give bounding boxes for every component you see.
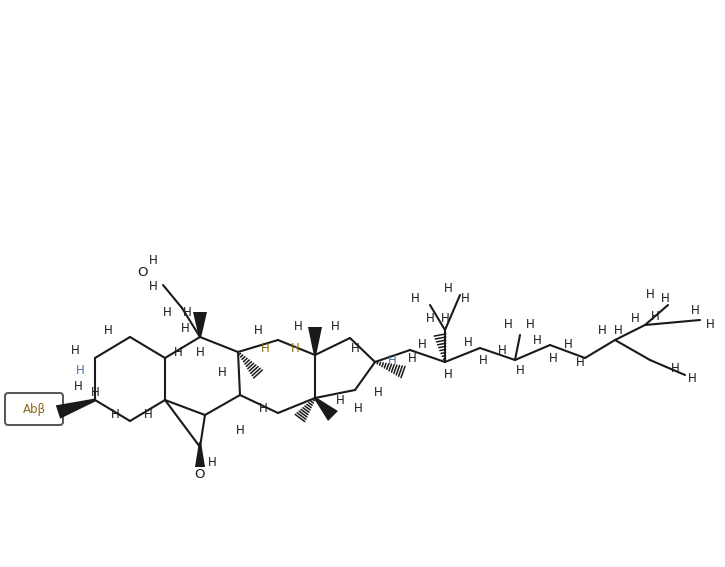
Text: H: H xyxy=(407,352,416,365)
Text: O: O xyxy=(138,266,148,280)
Text: H: H xyxy=(388,353,397,366)
Text: H: H xyxy=(576,356,584,369)
Text: H: H xyxy=(687,371,697,384)
Text: H: H xyxy=(410,291,419,304)
FancyBboxPatch shape xyxy=(5,393,63,425)
Text: H: H xyxy=(207,455,216,468)
Text: H: H xyxy=(351,341,360,354)
Text: H: H xyxy=(173,345,183,358)
Text: H: H xyxy=(331,320,339,333)
Polygon shape xyxy=(314,397,338,421)
Text: H: H xyxy=(563,338,572,352)
Text: H: H xyxy=(336,393,344,407)
Text: H: H xyxy=(460,291,469,304)
Text: H: H xyxy=(646,289,655,302)
Text: H: H xyxy=(75,363,84,376)
Text: H: H xyxy=(183,307,191,319)
Text: H: H xyxy=(196,345,204,358)
Text: H: H xyxy=(259,401,268,414)
Text: H: H xyxy=(218,366,226,379)
Text: H: H xyxy=(418,337,426,350)
Text: H: H xyxy=(444,281,452,294)
Text: H: H xyxy=(70,344,79,357)
Text: H: H xyxy=(373,386,382,399)
Text: H: H xyxy=(631,311,639,324)
Text: H: H xyxy=(91,386,99,399)
Text: H: H xyxy=(691,303,700,316)
Text: H: H xyxy=(613,324,622,336)
Text: H: H xyxy=(149,253,157,266)
Text: H: H xyxy=(444,369,452,382)
Text: H: H xyxy=(354,401,362,414)
Text: O: O xyxy=(195,468,205,481)
Text: H: H xyxy=(705,319,714,332)
Text: H: H xyxy=(650,310,659,323)
Text: H: H xyxy=(260,341,270,354)
Text: H: H xyxy=(549,352,558,365)
Text: H: H xyxy=(426,311,434,324)
Polygon shape xyxy=(193,312,207,337)
Text: H: H xyxy=(526,319,534,332)
Text: H: H xyxy=(196,315,204,328)
Text: H: H xyxy=(236,424,244,437)
Text: H: H xyxy=(515,363,524,376)
Text: H: H xyxy=(74,380,83,393)
Text: H: H xyxy=(463,336,473,349)
Text: H: H xyxy=(291,341,299,354)
Text: H: H xyxy=(504,319,513,332)
Text: H: H xyxy=(254,324,262,336)
Text: H: H xyxy=(144,408,152,421)
Text: H: H xyxy=(478,353,487,366)
Text: H: H xyxy=(162,307,171,319)
Text: Abβ: Abβ xyxy=(22,403,46,416)
Text: H: H xyxy=(660,291,669,304)
Polygon shape xyxy=(195,442,205,467)
Text: H: H xyxy=(497,344,506,357)
Polygon shape xyxy=(308,327,322,355)
Polygon shape xyxy=(56,399,96,418)
Text: H: H xyxy=(671,362,679,374)
Text: H: H xyxy=(597,324,606,336)
Text: H: H xyxy=(181,321,189,335)
Text: H: H xyxy=(149,281,157,294)
Text: H: H xyxy=(111,408,120,421)
Text: H: H xyxy=(104,324,112,336)
Text: H: H xyxy=(441,311,450,324)
Text: H: H xyxy=(533,333,542,346)
Text: H: H xyxy=(294,319,302,332)
